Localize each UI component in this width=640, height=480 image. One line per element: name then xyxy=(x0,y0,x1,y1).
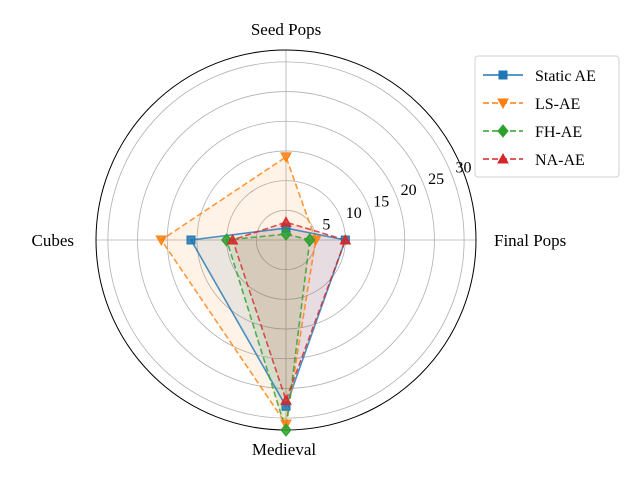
legend-box xyxy=(474,55,620,178)
category-label-final-pops: Final Pops xyxy=(494,231,566,250)
legend-label-static-ae: Static AE xyxy=(535,68,596,85)
marker-fh-ae-medieval xyxy=(280,423,292,437)
r-tick-label-15: 15 xyxy=(373,194,389,211)
marker-ls-ae-seed-pops xyxy=(280,152,292,163)
legend-label-fh-ae: FH-AE xyxy=(535,124,582,141)
marker-ls-ae-cubes xyxy=(155,235,168,247)
r-tick-label-10: 10 xyxy=(346,205,362,222)
marker-na-ae-final-pops xyxy=(339,233,352,245)
marker-fh-ae-seed-pops xyxy=(280,227,292,241)
r-tick-label-30: 30 xyxy=(456,160,472,177)
series-markers xyxy=(155,152,352,437)
r-tick-label-25: 25 xyxy=(428,171,444,188)
legend-label-na-ae: NA-AE xyxy=(535,152,585,169)
marker-fh-ae-final-pops xyxy=(304,233,316,247)
marker-static-ae-cubes xyxy=(186,235,196,245)
legend-label-ls-ae: LS-AE xyxy=(535,96,580,113)
legend: Static AE LS-AE FH-AE NA-AE xyxy=(474,55,620,178)
series-fill-static-ae xyxy=(191,228,346,407)
series-fill-ls-ae xyxy=(161,156,316,425)
legend-marker-na-ae xyxy=(497,152,509,164)
legend-marker-fh-ae xyxy=(497,124,509,138)
marker-na-ae-seed-pops xyxy=(280,216,292,227)
axis-labels: Final Pops Seed Pops Cubes Medieval 5 10 15 20 2… xyxy=(32,20,567,459)
legend-marker-ls-ae xyxy=(497,98,509,110)
r-tick-label-20: 20 xyxy=(401,182,417,199)
legend-marker-static-ae xyxy=(498,70,508,80)
marker-na-ae-cubes xyxy=(226,233,239,245)
marker-na-ae-medieval xyxy=(280,394,292,405)
category-label-cubes: Cubes xyxy=(32,231,75,250)
r-tick-label-5: 5 xyxy=(322,216,330,233)
series-fill-na-ae xyxy=(232,222,346,401)
category-label-medieval: Medieval xyxy=(252,440,316,459)
category-label-seed-pops: Seed Pops xyxy=(251,20,321,39)
